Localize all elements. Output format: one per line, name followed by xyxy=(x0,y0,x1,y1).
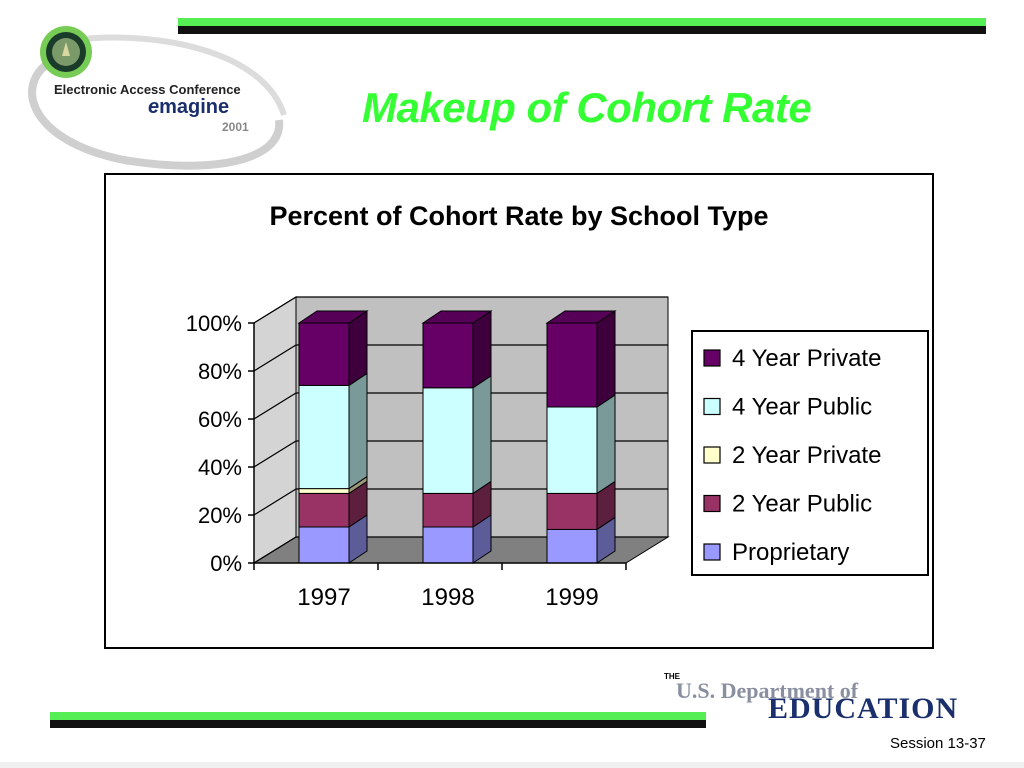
bar-segment-side xyxy=(596,310,616,408)
bar-segment xyxy=(546,406,598,494)
bar-segment-side xyxy=(348,310,368,387)
legend-label: 2 Year Private xyxy=(732,442,881,469)
slide-title: Makeup of Cohort Rate xyxy=(362,84,812,131)
logo-year: 2001 xyxy=(222,120,249,134)
y-tick-label: 0% xyxy=(210,551,242,576)
bar-segment xyxy=(546,492,598,530)
bar-segment xyxy=(546,528,598,564)
logo-emagine-e: e xyxy=(148,96,160,118)
legend-swatch xyxy=(703,494,721,513)
bar-segment-side xyxy=(596,394,616,495)
bar-segment xyxy=(298,322,350,386)
bar-top-face xyxy=(297,310,369,324)
bottom-decorative-bar xyxy=(50,712,706,728)
bar-segment xyxy=(298,384,350,490)
logo-emagine-rest: magine xyxy=(159,96,230,118)
bar-segment-side xyxy=(472,374,492,495)
y-tick-label: 20% xyxy=(198,503,242,528)
bar-segment-side xyxy=(348,372,368,490)
bar-stack-1997 xyxy=(297,310,369,564)
legend-label: 2 Year Public xyxy=(732,491,872,518)
bar-segment xyxy=(298,526,350,564)
legend-box xyxy=(691,330,929,576)
gridline xyxy=(253,440,668,468)
chart-legend: 4 Year Private 4 Year Public 2 Year Privat… xyxy=(691,330,929,576)
doe-the: THE xyxy=(664,672,680,681)
chart-title: Percent of Cohort Rate by School Type xyxy=(269,201,768,231)
doe-department-name: U.S. Department of xyxy=(676,678,859,703)
logo-conference-name: Electronic Access Conference xyxy=(54,82,241,97)
bar-segment xyxy=(546,322,598,408)
bar-segment xyxy=(298,492,350,528)
gridline xyxy=(253,536,668,564)
emagine-logo xyxy=(28,26,287,170)
bar-segment-side xyxy=(472,310,492,389)
bar-top-face xyxy=(545,310,617,324)
y-tick-label: 60% xyxy=(198,407,242,432)
legend-swatch xyxy=(703,397,721,416)
legend-swatch xyxy=(703,349,721,367)
x-tick-label: 1998 xyxy=(421,584,474,611)
bar-segment xyxy=(422,322,474,389)
y-tick-label: 100% xyxy=(186,311,242,336)
legend-swatch xyxy=(703,543,721,561)
stacked-bar-chart: Percent of Cohort Rate by School Type 0%… xyxy=(186,201,929,611)
legend-label: 4 Year Public xyxy=(732,394,872,421)
chart-bars xyxy=(297,310,617,564)
session-number: Session 13-37 xyxy=(890,735,986,752)
top-decorative-bar xyxy=(178,18,986,34)
legend-label: Proprietary xyxy=(732,539,849,566)
y-tick-label: 40% xyxy=(198,455,242,480)
chart-axes: 0% 20% 40% 60% 80% 100% 1997 1998 1999 xyxy=(186,311,627,611)
x-tick-label: 1999 xyxy=(545,584,598,611)
bar-segment xyxy=(422,526,474,564)
bar-segment xyxy=(422,387,474,494)
bar-stack-1998 xyxy=(421,310,493,564)
y-tick-label: 80% xyxy=(198,359,242,384)
bar-segment xyxy=(422,492,474,528)
gridline xyxy=(253,392,668,420)
legend-label: 4 Year Private xyxy=(732,345,881,372)
bar-segment xyxy=(298,488,350,494)
bar-stack-1999 xyxy=(545,310,617,564)
gridline xyxy=(253,488,668,516)
chart-side-wall xyxy=(253,296,297,564)
gridline xyxy=(253,344,668,372)
x-tick-label: 1997 xyxy=(297,584,350,611)
legend-swatch xyxy=(703,446,721,464)
gridline xyxy=(253,296,668,324)
chart-gridlines xyxy=(253,296,668,564)
bar-top-face xyxy=(421,310,493,324)
doe-education: EDUCATION xyxy=(768,692,959,725)
logo-emagine: emagine xyxy=(148,96,229,119)
footer-line xyxy=(0,762,1024,768)
